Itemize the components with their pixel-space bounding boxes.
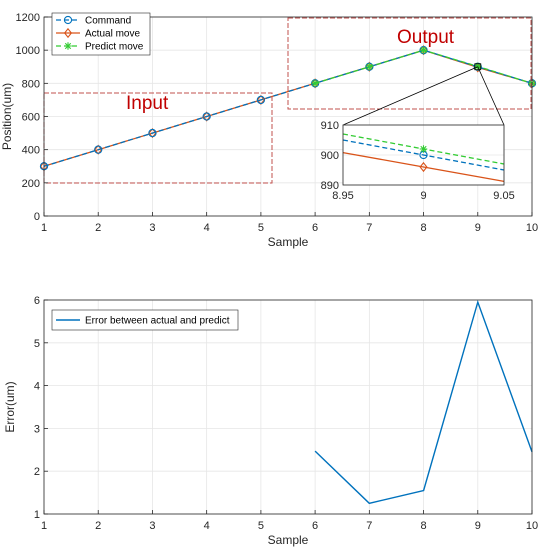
c1-x-tick-label: 2 [95,222,101,234]
legend-marker-command-point-0 [63,15,73,25]
c2-x-tick-label: 5 [258,520,264,532]
error-chart-y-axis-label: Error(um) [3,381,17,432]
inset-x-tick-label: 8.95 [332,190,353,202]
error-chart-legend: Error between actual and predict [51,309,239,331]
legend-label-predict-move: Predict move [85,42,144,53]
c1-x-tick-label: 4 [204,222,210,234]
c2-x-tick-label: 1 [41,520,47,532]
c1-x-tick-label: 6 [312,222,318,234]
c1-x-tick-label: 9 [475,222,481,234]
series-actual-move-point-7 [419,45,428,56]
zoom-connector-left [342,66,478,126]
position-chart-y-axis-label: Position(um) [0,83,14,150]
series-actual-move-point-3 [202,111,211,122]
inset-y-tick-label: 890 [321,180,339,192]
zoom-inset: 8.95 9 9.05 890 900 910 [321,63,515,202]
error-chart-x-axis-label: Sample [268,533,309,547]
series-actual-move-point-5 [311,78,320,89]
c2-y-tick-label: 1 [34,509,40,521]
series-actual-move-point-6 [365,61,374,72]
c1-x-tick-label: 3 [149,222,155,234]
legend-marker-actual-move-point-0 [63,27,73,39]
c2-x-tick-label: 8 [420,520,426,532]
series-predict-move-point-0 [311,79,319,88]
c2-x-tick-label: 9 [475,520,481,532]
inset-marker-actual-move-point-0 [419,161,428,173]
inset-marker-predict-move-point-0 [419,145,428,153]
legend-marker-predict-move-point-0 [64,42,72,50]
output-region-box [287,17,532,110]
inset-frame [342,124,505,186]
c2-x-tick-label: 6 [312,520,318,532]
series-predict-move-point-1 [365,62,374,71]
c1-x-tick-label: 8 [420,222,426,234]
c1-y-tick-label: 1000 [16,45,40,57]
error-chart-grid [43,299,533,515]
inset-x-tick-label: 9 [420,190,426,202]
error-chart-plot-area [44,300,532,514]
zoom-source-box [474,63,482,71]
c1-y-tick-label: 400 [22,145,40,157]
c2-x-tick-label: 10 [526,520,538,532]
input-region-label: Input [126,93,169,114]
c2-y-tick-label: 2 [34,466,40,478]
position-chart-x-axis-label: Sample [268,235,309,249]
series-command-point-4 [256,95,266,105]
inset-line-actual-move [342,151,505,183]
c1-y-tick-label: 0 [34,211,40,223]
output-region-label: Output [397,27,455,48]
legend-label-actual-move: Actual move [85,29,140,40]
error-legend-label: Error between actual and predict [85,316,230,327]
series-error-line [314,299,533,505]
c2-x-tick-label: 2 [95,520,101,532]
c2-y-tick-label: 5 [34,338,40,350]
position-chart-legend: Command Actual move Predict move [51,12,151,56]
inset-y-tick-label: 900 [321,150,339,162]
error-chart: 1 2 3 4 5 6 7 8 9 10 1 2 3 4 5 6 Sample Error(um) Error… [3,295,538,547]
series-actual-move-point-4 [256,94,265,105]
c2-y-tick-label: 4 [34,381,40,393]
c1-y-tick-label: 600 [22,112,40,124]
inset-y-tick-label: 910 [321,120,339,132]
c1-y-tick-label: 800 [22,78,40,90]
series-command-point-1 [94,145,103,154]
c2-x-tick-label: 4 [204,520,210,532]
c1-x-tick-label: 7 [366,222,372,234]
position-chart-series [39,45,537,172]
series-command-point-3 [202,112,211,121]
series-actual-move-point-2 [148,128,157,139]
series-predict-move-point-2 [419,46,428,54]
series-command-line [43,49,533,167]
error-chart-series [314,299,533,505]
c1-y-tick-label: 1200 [16,12,40,24]
c2-y-tick-label: 6 [34,295,40,307]
error-legend-box [51,309,239,331]
inset-x-tick-label: 9.05 [493,190,514,202]
inset-line-command [342,139,505,171]
c1-x-tick-label: 10 [526,222,538,234]
error-chart-frame [43,299,533,515]
c2-x-tick-label: 7 [366,520,372,532]
zoom-connector-right [477,66,505,126]
series-predict-move-point-3 [473,62,482,71]
error-chart-ticks: 1 2 3 4 5 6 7 8 9 10 1 2 3 4 5 6 [34,295,538,532]
c1-y-tick-label: 200 [22,178,40,190]
c2-y-tick-label: 3 [34,423,40,435]
c1-x-tick-label: 5 [258,222,264,234]
c2-x-tick-label: 3 [149,520,155,532]
c1-x-tick-label: 1 [41,222,47,234]
legend-label-command: Command [85,16,131,27]
series-actual-move-point-1 [94,144,103,155]
series-command-point-2 [148,128,157,138]
